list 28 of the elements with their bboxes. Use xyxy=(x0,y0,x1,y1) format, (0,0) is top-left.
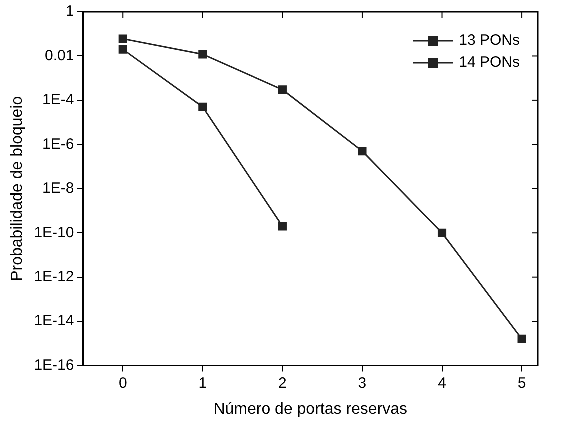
y-tick-label: 1E-6 xyxy=(42,136,74,153)
point xyxy=(358,147,367,156)
y-tick-label: 1E-8 xyxy=(42,180,74,198)
y-tick-label: 1E-10 xyxy=(34,224,74,242)
x-tick-label: 1 xyxy=(198,374,208,392)
point xyxy=(518,334,526,344)
x-axis-title: Número de portas reservas xyxy=(214,400,408,418)
y-tick-label: 1E-14 xyxy=(34,312,74,330)
point xyxy=(198,102,208,112)
point xyxy=(198,50,208,59)
point xyxy=(118,34,128,44)
x-tick-label: 4 xyxy=(438,374,446,392)
y-tick-label: 0.01 xyxy=(45,47,74,64)
point xyxy=(278,86,287,94)
y-tick-label: 1 xyxy=(66,3,74,20)
y-axis-title: Probabilidade de bloqueio xyxy=(9,96,26,282)
x-tick-label: 2 xyxy=(278,374,287,392)
y-tick-label: 1E-4 xyxy=(42,92,74,109)
x-tick-label: 0 xyxy=(118,374,128,392)
point xyxy=(438,228,447,238)
x-tick-label: 5 xyxy=(518,374,526,392)
y-tick-label: 1E-16 xyxy=(34,356,74,374)
x-tick-label: 3 xyxy=(358,374,367,392)
legend-label: 13 PONs xyxy=(459,32,520,50)
point xyxy=(278,222,287,231)
y-tick-label: 1E-12 xyxy=(34,268,74,286)
point xyxy=(118,45,128,54)
legend-label: 14 PONs xyxy=(459,54,520,72)
